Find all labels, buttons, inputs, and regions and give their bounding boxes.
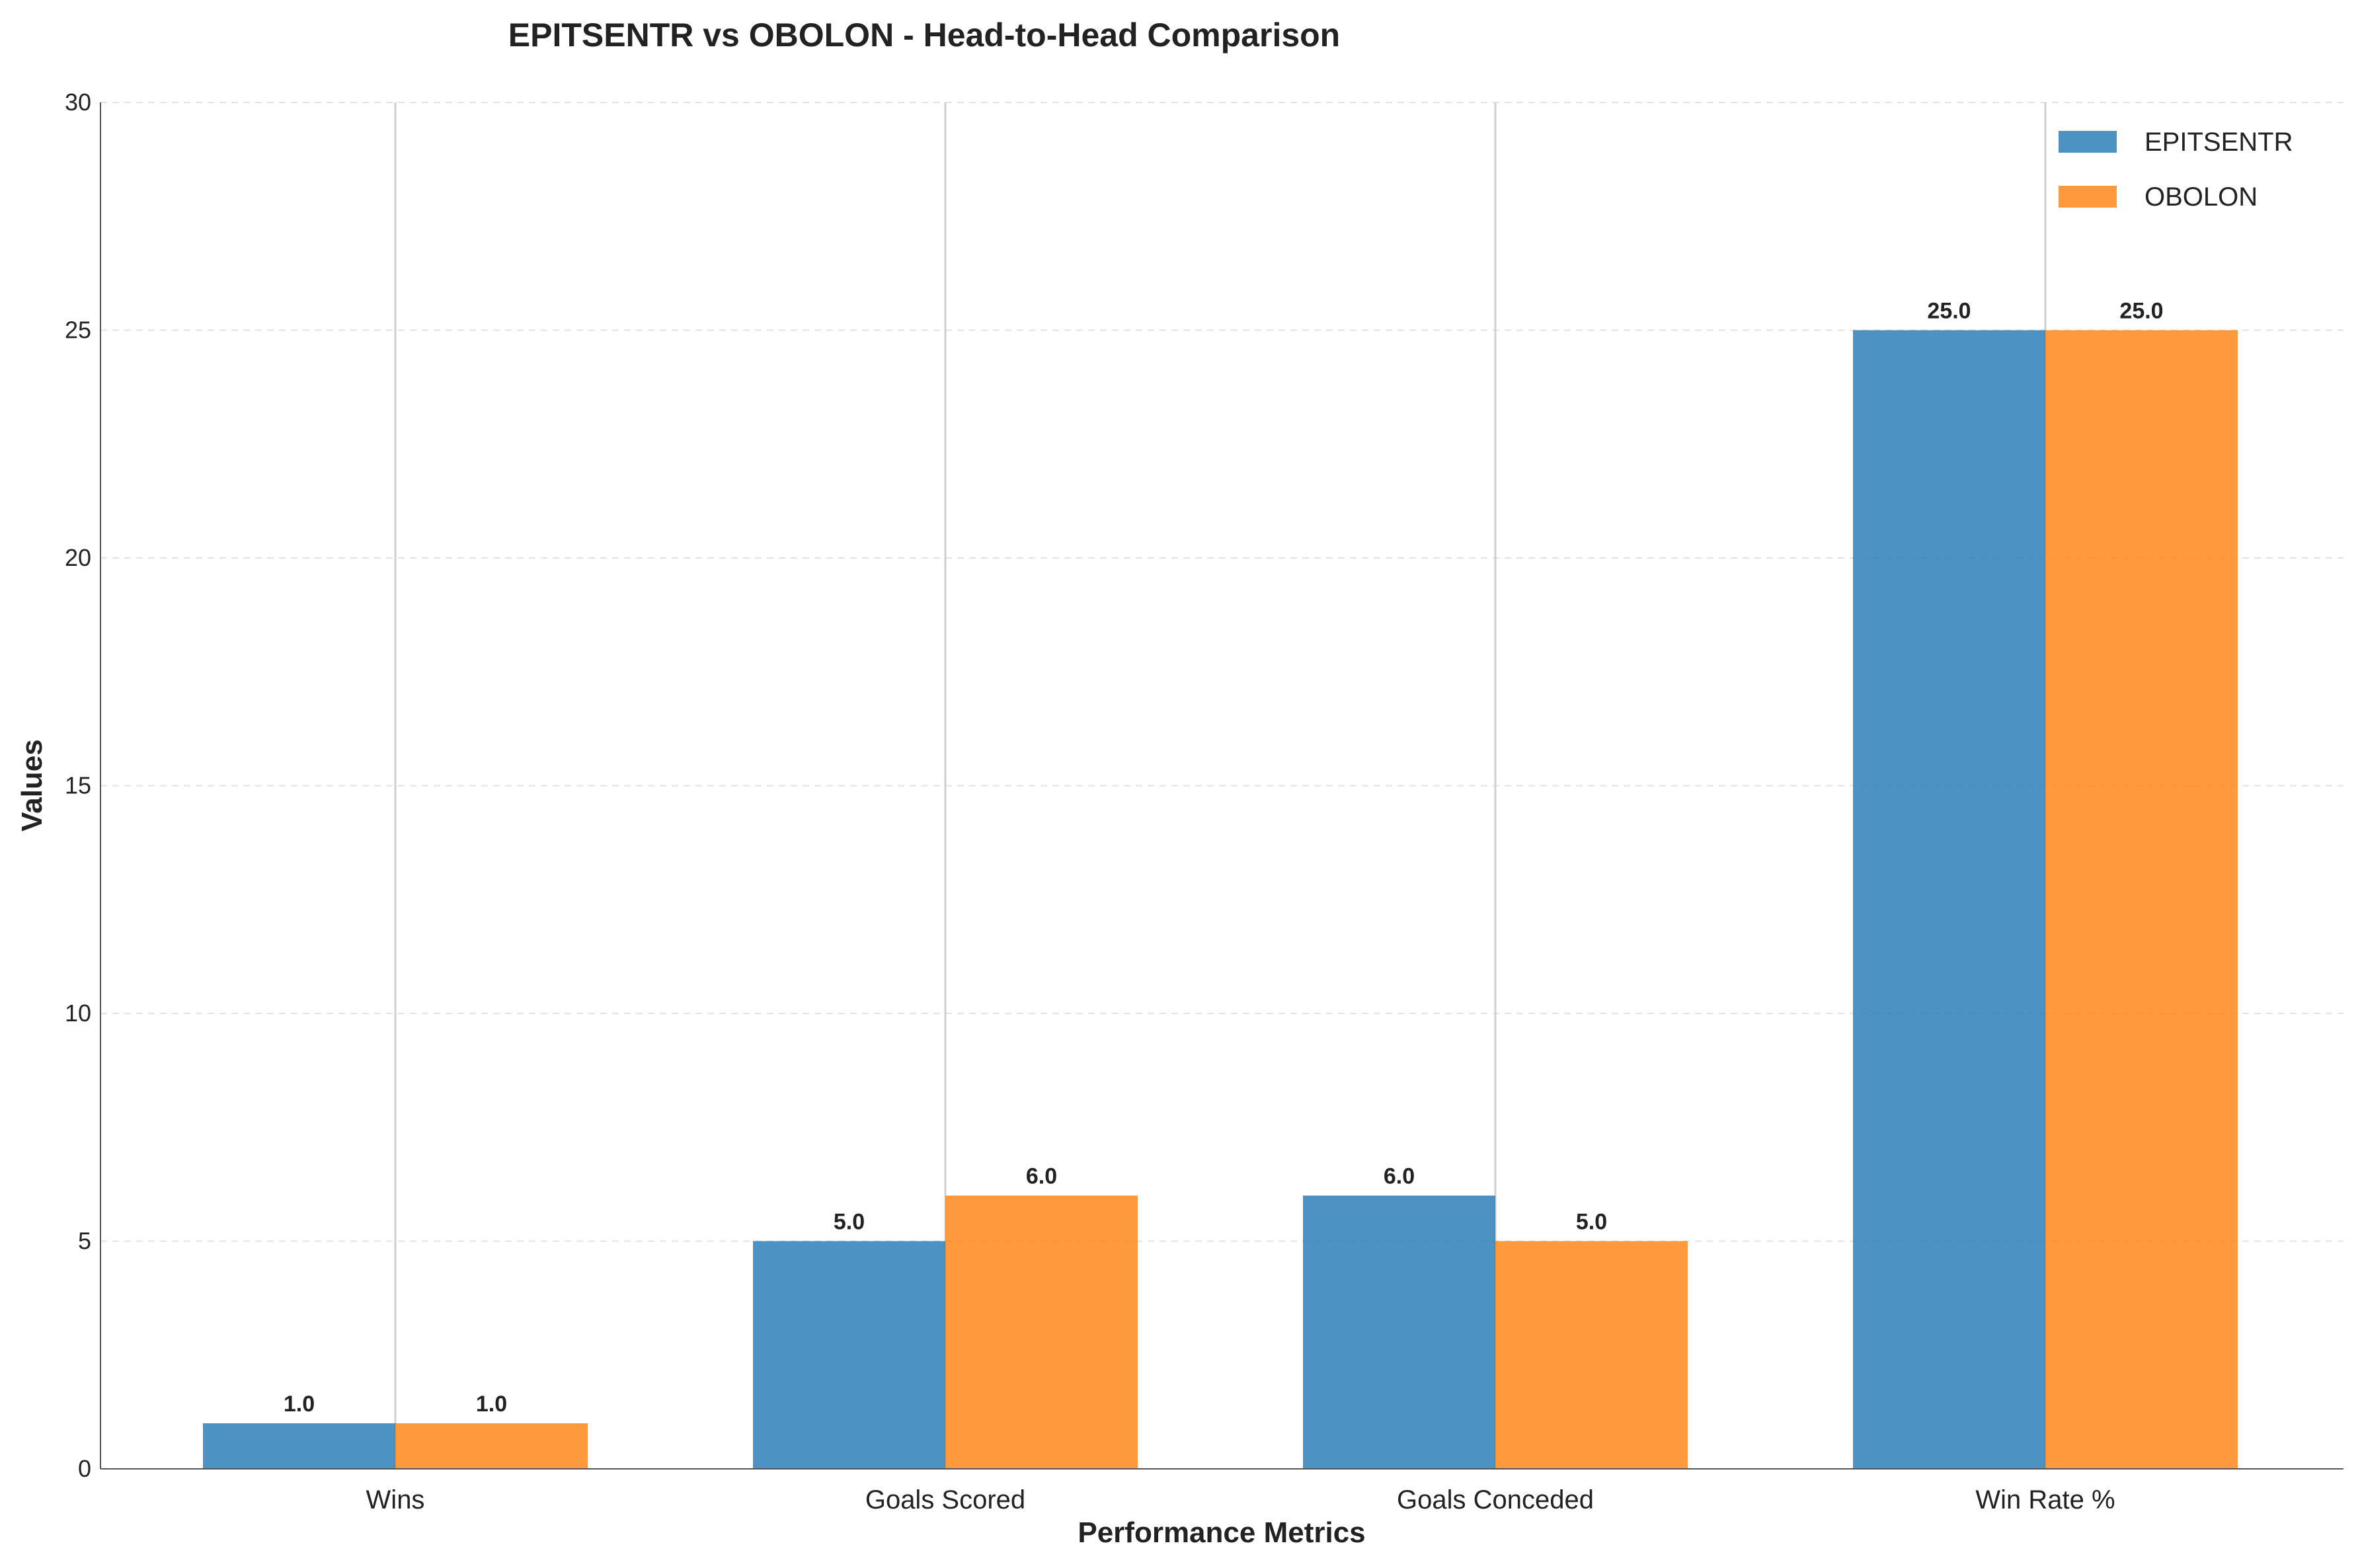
y-tick-label: 10	[65, 1000, 91, 1027]
y-tick-label: 15	[65, 772, 91, 799]
bar-obolon	[395, 1423, 588, 1469]
bar-epitsentr	[203, 1423, 395, 1469]
y-tick-label: 5	[78, 1228, 91, 1255]
bar-obolon	[945, 1195, 1138, 1469]
legend-swatch-epitsentr	[2059, 131, 2117, 153]
chart-title: EPITSENTR vs OBOLON - Head-to-Head Compa…	[508, 17, 1340, 54]
bar-epitsentr	[1853, 330, 2045, 1469]
y-tick-label: 0	[78, 1455, 91, 1482]
bar-value-label: 6.0	[1026, 1164, 1057, 1189]
bar-value-label: 25.0	[2119, 299, 2163, 324]
bar-value-label: 1.0	[284, 1392, 315, 1417]
legend-label-epitsentr: EPITSENTR	[2144, 128, 2293, 157]
bar-value-label: 1.0	[476, 1392, 507, 1417]
bar-obolon	[2045, 330, 2238, 1469]
legend-swatch-obolon	[2059, 186, 2117, 208]
legend-label-obolon: OBOLON	[2144, 182, 2258, 212]
x-tick-label: Wins	[366, 1485, 425, 1514]
bars	[203, 330, 2238, 1469]
axes	[100, 102, 2343, 1470]
x-axis-label: Performance Metrics	[1078, 1516, 1365, 1549]
bar-obolon	[1495, 1241, 1688, 1469]
y-axis-label: Values	[16, 739, 48, 831]
legend: EPITSENTR OBOLON	[2059, 128, 2293, 212]
y-tick-label: 30	[65, 89, 91, 116]
x-tick-labels: Wins Goals Scored Goals Conceded Win Rate %	[366, 1485, 2115, 1514]
y-tick-labels: 0 5 10 15 20 25 30	[65, 89, 91, 1482]
bar-epitsentr	[1303, 1195, 1495, 1469]
bar-value-label: 5.0	[1576, 1210, 1607, 1235]
y-tick-label: 25	[65, 317, 91, 344]
x-tick-label: Goals Conceded	[1397, 1485, 1594, 1514]
bar-value-label: 25.0	[1927, 299, 1971, 324]
y-tick-label: 20	[65, 544, 91, 571]
bar-value-label: 6.0	[1384, 1164, 1415, 1189]
x-tick-label: Win Rate %	[1975, 1485, 2115, 1514]
data-labels: 1.0 5.0 6.0 25.0 1.0 6.0 5.0 25.0	[284, 299, 2164, 1417]
x-tick-label: Goals Scored	[865, 1485, 1025, 1514]
bar-epitsentr	[753, 1241, 945, 1469]
bar-value-label: 5.0	[834, 1210, 865, 1235]
